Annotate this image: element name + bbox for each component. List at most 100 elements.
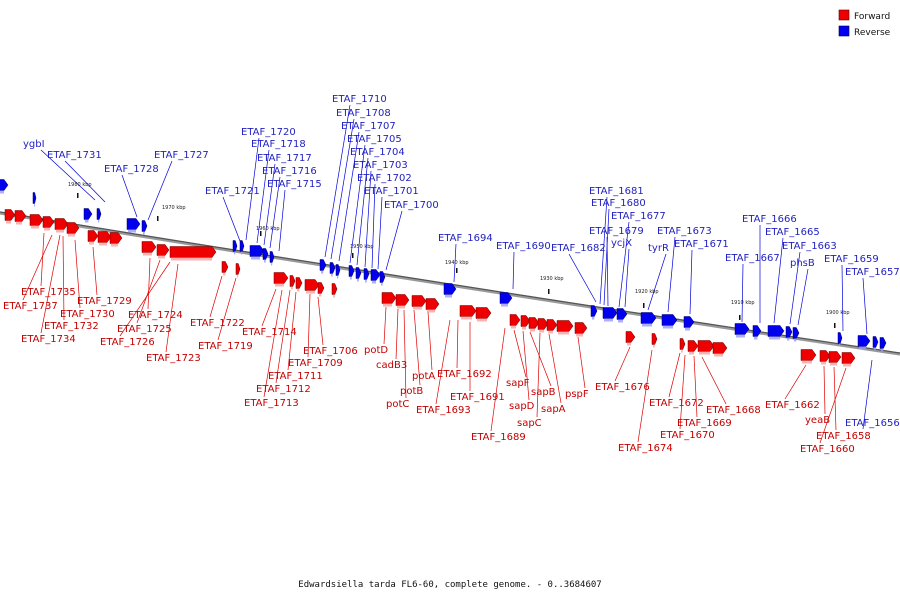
- gene-label-ETAF_1667[interactable]: ETAF_1667: [725, 253, 780, 264]
- gene-label-ETAF_1705[interactable]: ETAF_1705: [347, 134, 402, 145]
- gene-label-ETAF_1732[interactable]: ETAF_1732: [44, 321, 99, 332]
- gene-label-ETAF_1657[interactable]: ETAF_1657: [845, 267, 900, 278]
- gene-arrow-shadow: [522, 326, 526, 330]
- forward-leader-line: [536, 332, 541, 418]
- gene-arrow: [329, 262, 336, 274]
- gene-label-ETAF_1727[interactable]: ETAF_1727: [154, 150, 209, 161]
- gene-label-sapA[interactable]: sapA: [541, 404, 566, 415]
- gene-label-ETAF_1680[interactable]: ETAF_1680: [591, 198, 646, 209]
- gene-label-potC[interactable]: potC: [386, 399, 409, 410]
- gene-label-ETAF_1729[interactable]: ETAF_1729: [77, 296, 132, 307]
- gene-label-ETAF_1672[interactable]: ETAF_1672: [649, 398, 704, 409]
- scale-ticks: 1980 kbp 1970 kbp 1960 kbp 1950 kbp 1940…: [68, 182, 850, 328]
- gene-label-ETAF_1701[interactable]: ETAF_1701: [364, 186, 419, 197]
- gene-label-ETAF_1689[interactable]: ETAF_1689: [471, 432, 526, 443]
- gene-label-ETAF_1681[interactable]: ETAF_1681: [589, 186, 644, 197]
- gene-label-ETAF_1721[interactable]: ETAF_1721: [205, 186, 260, 197]
- forward-leader-line: [62, 235, 65, 321]
- gene-label-ETAF_1719[interactable]: ETAF_1719: [198, 341, 253, 352]
- gene-label-ETAF_1710[interactable]: ETAF_1710: [332, 94, 387, 105]
- gene-label-ETAF_1734[interactable]: ETAF_1734: [21, 334, 76, 345]
- gene-label-ETAF_1714[interactable]: ETAF_1714: [242, 327, 297, 338]
- forward-leader-line: [435, 319, 451, 405]
- gene-label-ETAF_1702[interactable]: ETAF_1702: [357, 173, 412, 184]
- gene-arrow: [262, 248, 269, 260]
- tick-label: 1900 kbp: [826, 310, 850, 316]
- gene-label-ETAF_1726[interactable]: ETAF_1726: [100, 337, 155, 348]
- gene-label-ETAF_1728[interactable]: ETAF_1728: [104, 164, 159, 175]
- gene-label-cadB3[interactable]: cadB3: [376, 360, 407, 371]
- gene-label-sapB[interactable]: sapB: [531, 387, 556, 398]
- gene-label-ETAF_1723[interactable]: ETAF_1723: [146, 353, 201, 364]
- gene-label-tyrR[interactable]: tyrR: [648, 243, 669, 254]
- gene-label-ETAF_1706[interactable]: ETAF_1706: [303, 346, 358, 357]
- gene-label-ETAF_1670[interactable]: ETAF_1670: [660, 430, 715, 441]
- gene-label-ETAF_1676[interactable]: ETAF_1676: [595, 382, 650, 393]
- gene-arrow-shadow: [618, 319, 623, 323]
- gene-label-sapF[interactable]: sapF: [506, 378, 530, 389]
- gene-label-ETAF_1735[interactable]: ETAF_1735: [21, 287, 76, 298]
- gene-label-ETAF_1722[interactable]: ETAF_1722: [190, 318, 245, 329]
- gene-label-sapC[interactable]: sapC: [517, 418, 542, 429]
- gene-label-ETAF_1671[interactable]: ETAF_1671: [674, 239, 729, 250]
- gene-label-ETAF_1700[interactable]: ETAF_1700: [384, 200, 439, 211]
- gene-label-ETAF_1668[interactable]: ETAF_1668: [706, 405, 761, 416]
- gene-label-pspF[interactable]: pspF: [565, 389, 589, 400]
- gene-label-ETAF_1656[interactable]: ETAF_1656: [845, 418, 900, 429]
- gene-label-ETAF_1679[interactable]: ETAF_1679: [589, 226, 644, 237]
- tick-mark: [456, 268, 458, 273]
- gene-label-ETAF_1663[interactable]: ETAF_1663: [782, 241, 837, 252]
- gene-label-ygbI[interactable]: ygbI: [23, 139, 45, 150]
- gene-arrow-shadow: [501, 303, 508, 307]
- gene-label-potA[interactable]: potA: [412, 371, 435, 382]
- gene-label-ETAF_1704[interactable]: ETAF_1704: [350, 147, 405, 158]
- gene-label-potB[interactable]: potB: [400, 386, 423, 397]
- gene-label-ETAF_1665[interactable]: ETAF_1665: [765, 227, 820, 238]
- gene-label-ETAF_1673[interactable]: ETAF_1673: [657, 226, 712, 237]
- gene-label-ETAF_1677[interactable]: ETAF_1677: [611, 211, 666, 222]
- gene-label-ETAF_1711[interactable]: ETAF_1711: [268, 371, 323, 382]
- gene-label-ETAF_1712[interactable]: ETAF_1712: [256, 384, 311, 395]
- gene-label-ETAF_1662[interactable]: ETAF_1662: [765, 400, 820, 411]
- gene-label-ETAF_1720[interactable]: ETAF_1720: [241, 127, 296, 138]
- gene-label-ETAF_1725[interactable]: ETAF_1725: [117, 324, 172, 335]
- gene-label-potD[interactable]: potD: [364, 345, 388, 356]
- reverse-leader-line: [121, 174, 138, 218]
- gene-label-ETAF_1718[interactable]: ETAF_1718: [251, 139, 306, 150]
- gene-label-ETAF_1730[interactable]: ETAF_1730: [60, 309, 115, 320]
- gene-label-ycjX[interactable]: ycjX: [611, 238, 632, 249]
- gene-label-ETAF_1690[interactable]: ETAF_1690: [496, 241, 551, 252]
- gene-label-ETAF_1715[interactable]: ETAF_1715: [267, 179, 322, 190]
- gene-label-sapD[interactable]: sapD: [509, 401, 535, 412]
- gene-label-ETAF_1731[interactable]: ETAF_1731: [47, 150, 102, 161]
- gene-label-ETAF_1703[interactable]: ETAF_1703: [353, 160, 408, 171]
- gene-label-ETAF_1666[interactable]: ETAF_1666: [742, 214, 797, 225]
- tick-label: 1970 kbp: [162, 205, 186, 211]
- gene-label-ETAF_1716[interactable]: ETAF_1716: [262, 166, 317, 177]
- reverse-leader-line: [245, 137, 260, 241]
- gene-arrow: [126, 218, 141, 230]
- reverse-leader-line: [356, 157, 369, 266]
- gene-label-ETAF_1707[interactable]: ETAF_1707: [341, 121, 396, 132]
- gene-label-ETAF_1724[interactable]: ETAF_1724: [128, 310, 183, 321]
- gene-arrow: [87, 230, 99, 242]
- reverse-leader-line: [371, 183, 376, 269]
- gene-label-ETAF_1717[interactable]: ETAF_1717: [257, 153, 312, 164]
- gene-label-ETAF_1709[interactable]: ETAF_1709: [288, 358, 343, 369]
- gene-label-ETAF_1669[interactable]: ETAF_1669: [677, 418, 732, 429]
- gene-label-ETAF_1658[interactable]: ETAF_1658: [816, 431, 871, 442]
- gene-label-ETAF_1713[interactable]: ETAF_1713: [244, 398, 299, 409]
- gene-label-ETAF_1693[interactable]: ETAF_1693: [416, 405, 471, 416]
- gene-label-ETAF_1682[interactable]: ETAF_1682: [551, 243, 606, 254]
- gene-label-yeaB[interactable]: yeaB: [805, 415, 830, 426]
- gene-label-ETAF_1674[interactable]: ETAF_1674: [618, 443, 673, 454]
- gene-label-ETAF_1691[interactable]: ETAF_1691: [450, 392, 505, 403]
- gene-label-ETAF_1660[interactable]: ETAF_1660: [800, 444, 855, 455]
- gene-label-ETAF_1708[interactable]: ETAF_1708: [336, 108, 391, 119]
- gene-label-ETAF_1737[interactable]: ETAF_1737: [3, 301, 58, 312]
- gene-label-ETAF_1694[interactable]: ETAF_1694: [438, 233, 493, 244]
- gene-arrow: [0, 179, 9, 191]
- gene-label-phsB[interactable]: phsB: [790, 258, 815, 269]
- gene-label-ETAF_1659[interactable]: ETAF_1659: [824, 254, 879, 265]
- gene-label-ETAF_1692[interactable]: ETAF_1692: [437, 369, 492, 380]
